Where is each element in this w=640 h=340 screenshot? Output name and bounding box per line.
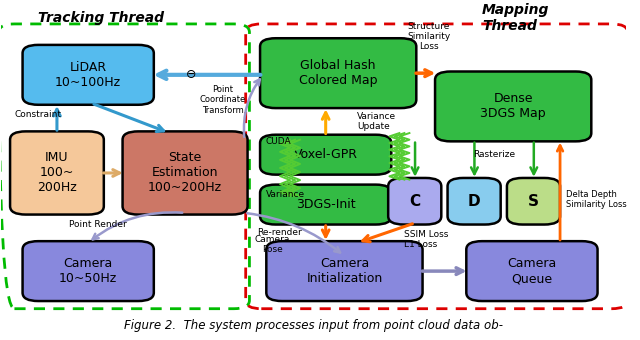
Text: ⊖: ⊖	[186, 68, 196, 81]
FancyBboxPatch shape	[10, 131, 104, 215]
Text: Camera
Pose: Camera Pose	[255, 235, 291, 254]
Text: Structure
Similarity
Loss: Structure Similarity Loss	[407, 22, 451, 51]
Text: Figure 2.  The system processes input from point cloud data ob-: Figure 2. The system processes input fro…	[124, 320, 502, 333]
Text: Camera
Queue: Camera Queue	[508, 257, 557, 285]
FancyBboxPatch shape	[260, 135, 391, 175]
FancyBboxPatch shape	[266, 241, 422, 301]
Text: SSIM Loss
L1 Loss: SSIM Loss L1 Loss	[404, 230, 448, 249]
Text: 3DGS-Init: 3DGS-Init	[296, 198, 355, 211]
Text: Variance: Variance	[266, 190, 305, 199]
FancyBboxPatch shape	[467, 241, 598, 301]
FancyBboxPatch shape	[260, 185, 391, 224]
FancyBboxPatch shape	[260, 38, 416, 108]
Text: S: S	[528, 194, 539, 209]
Text: Variance
Update: Variance Update	[357, 112, 396, 131]
FancyBboxPatch shape	[435, 71, 591, 141]
Text: Mapping
Thread: Mapping Thread	[482, 3, 549, 33]
Text: Tracking Thread: Tracking Thread	[38, 11, 164, 25]
FancyBboxPatch shape	[388, 178, 442, 224]
Text: Voxel-GPR: Voxel-GPR	[294, 148, 358, 161]
FancyBboxPatch shape	[22, 45, 154, 105]
FancyBboxPatch shape	[447, 178, 500, 224]
Text: LiDAR
10~100Hz: LiDAR 10~100Hz	[55, 61, 121, 89]
Text: Point
Coordinate
Transform: Point Coordinate Transform	[200, 85, 246, 115]
Text: Camera
Initialization: Camera Initialization	[307, 257, 383, 285]
Text: State
Estimation
100~200Hz: State Estimation 100~200Hz	[148, 151, 222, 194]
Text: Camera
10~50Hz: Camera 10~50Hz	[59, 257, 117, 285]
Text: Rasterize: Rasterize	[474, 150, 515, 159]
FancyBboxPatch shape	[507, 178, 560, 224]
Text: D: D	[468, 194, 481, 209]
Text: C: C	[409, 194, 420, 209]
Text: CUDA: CUDA	[266, 137, 291, 146]
Text: Delta Depth
Similarity Loss: Delta Depth Similarity Loss	[566, 190, 627, 209]
Text: Global Hash
Colored Map: Global Hash Colored Map	[299, 59, 378, 87]
Text: Dense
3DGS Map: Dense 3DGS Map	[481, 92, 546, 120]
Text: Re-render: Re-render	[257, 228, 302, 237]
FancyBboxPatch shape	[22, 241, 154, 301]
Text: IMU
100~
200Hz: IMU 100~ 200Hz	[37, 151, 77, 194]
FancyBboxPatch shape	[123, 131, 248, 215]
Text: Point Render: Point Render	[68, 220, 127, 229]
Text: Constraint: Constraint	[15, 110, 61, 119]
